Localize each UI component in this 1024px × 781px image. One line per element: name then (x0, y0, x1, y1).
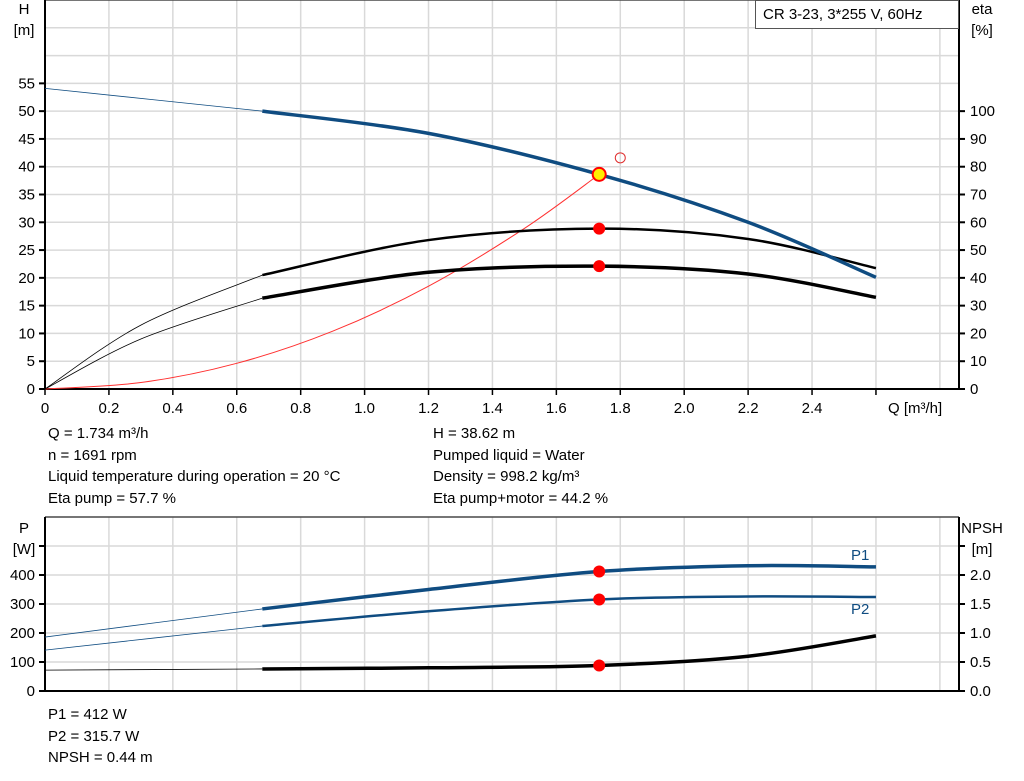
info-top-right: H = 38.62 m Pumped liquid = Water Densit… (433, 423, 608, 509)
top-y-left-unit: [m] (14, 22, 35, 39)
bot-y-left-label: P (19, 520, 29, 537)
p2-curve (262, 595, 876, 628)
p1-curve (262, 563, 876, 611)
head-operating-point (591, 166, 607, 182)
top-y-right-tick-label: 50 (970, 242, 987, 259)
bot-y-left-tick-label: 200 (10, 625, 35, 642)
info-flow: Q = 1.734 m³/h (48, 425, 149, 442)
p2-curve-extension (44, 625, 263, 651)
top-y-right-tick-label: 30 (970, 298, 987, 315)
info-p1: P1 = 412 W (48, 706, 127, 723)
legend-box-text: CR 3-23, 3*255 V, 60Hz (763, 6, 923, 23)
bot-y-left-tick-label: 400 (10, 567, 35, 584)
info-p2: P2 = 315.7 W (48, 727, 140, 745)
info-npsh: NPSH = 0.44 m (48, 749, 153, 766)
legend-box (755, 0, 959, 29)
top-y-right-unit: [%] (971, 22, 993, 39)
npsh-curve-extension (44, 668, 263, 671)
bot-y-right-tick-label: 2.0 (970, 567, 991, 584)
top-y-left-label: H (19, 1, 30, 18)
x-axis-label: Q [m³/h] (888, 400, 942, 417)
top-y-left-tick-label: 25 (18, 242, 35, 259)
top-y-left-tick-label: 40 (18, 159, 35, 176)
bot-y-left-tick-label: 0 (27, 683, 35, 700)
info-pumped-liquid: Pumped liquid = Water (433, 446, 585, 464)
p2-series-label: P2 (851, 601, 869, 618)
eta-pump-operating-point (593, 222, 606, 235)
info-head: H = 38.62 m (433, 425, 516, 442)
head-curve-extension (44, 87, 263, 112)
bot-y-right-tick-label: 1.5 (970, 596, 991, 613)
p1-operating-point (593, 565, 606, 578)
top-y-left-tick-label: 20 (18, 270, 35, 287)
p2-operating-point (593, 593, 606, 606)
info-top-left: Q = 1.734 m³/h n = 1691 rpm Liquid tempe… (48, 423, 340, 509)
x-tick-label: 0.4 (162, 400, 183, 417)
top-y-right-tick-label: 80 (970, 159, 987, 176)
top-y-right-tick-label: 0 (970, 381, 978, 398)
bot-y-left-unit: [W] (13, 541, 36, 558)
duty-point-marker (614, 152, 626, 164)
bot-y-left-tick-label: 300 (10, 596, 35, 613)
top-y-left-tick-label: 30 (18, 214, 35, 231)
top-y-left-tick-label: 0 (27, 381, 35, 398)
x-tick-label: 2.4 (802, 400, 823, 417)
top-y-left-tick-label: 5 (27, 353, 35, 370)
top-y-left-tick-label: 50 (18, 103, 35, 120)
x-tick-label: 2.0 (674, 400, 695, 417)
x-tick-label: 0 (41, 400, 49, 417)
bot-y-right-tick-label: 0.5 (970, 654, 991, 671)
info-liquid-temp: Liquid temperature during operation = 20… (48, 468, 341, 485)
p1-curve-extension (44, 608, 263, 638)
bot-y-right-unit: [m] (972, 541, 993, 558)
top-y-left-tick-label: 55 (18, 75, 35, 92)
x-tick-label: 0.6 (226, 400, 247, 417)
p1-series-label: P1 (851, 547, 869, 564)
top-y-right-tick-label: 20 (970, 325, 987, 342)
top-y-right-tick-label: 70 (970, 187, 987, 204)
eta-pump-motor-operating-point (593, 260, 606, 273)
info-speed: n = 1691 rpm (48, 446, 137, 464)
bot-y-right-tick-label: 1.0 (970, 625, 991, 642)
x-tick-label: 1.8 (610, 400, 631, 417)
top-y-left-tick-label: 45 (18, 131, 35, 148)
x-tick-label: 0.2 (98, 400, 119, 417)
bot-y-right-tick-label: 0.0 (970, 683, 991, 700)
npsh-operating-point (593, 659, 606, 672)
info-bottom: P1 = 412 W P2 = 315.7 W NPSH = 0.44 m (48, 704, 153, 769)
top-y-right-tick-label: 90 (970, 131, 987, 148)
top-y-right-tick-label: 60 (970, 214, 987, 231)
top-y-right-tick-label: 40 (970, 270, 987, 287)
x-tick-label: 1.6 (546, 400, 567, 417)
x-tick-label: 2.2 (738, 400, 759, 417)
eta-pump-curve-extension (44, 274, 263, 390)
info-density: Density = 998.2 kg/m³ (433, 468, 580, 485)
top-y-left-tick-label: 35 (18, 187, 35, 204)
bot-y-left-tick-label: 100 (10, 654, 35, 671)
top-y-right-label: eta (972, 1, 994, 18)
x-tick-label: 1.4 (482, 400, 503, 417)
top-y-left-tick-label: 10 (18, 325, 35, 342)
info-eta-pump: Eta pump = 57.7 % (48, 489, 176, 507)
eta-pump-motor-curve-extension (44, 297, 263, 390)
bot-y-right-label: NPSH (961, 520, 1003, 537)
top-y-right-tick-label: 100 (970, 103, 995, 120)
x-tick-label: 1.0 (354, 400, 375, 417)
system-curve (44, 173, 600, 390)
eta-pump-motor-curve (262, 264, 877, 300)
npsh-curve (262, 634, 877, 671)
top-y-left-tick-label: 15 (18, 298, 35, 315)
x-tick-label: 1.2 (418, 400, 439, 417)
top-y-right-tick-label: 10 (970, 353, 987, 370)
info-eta-pump-motor: Eta pump+motor = 44.2 % (433, 489, 609, 507)
x-tick-label: 0.8 (290, 400, 311, 417)
